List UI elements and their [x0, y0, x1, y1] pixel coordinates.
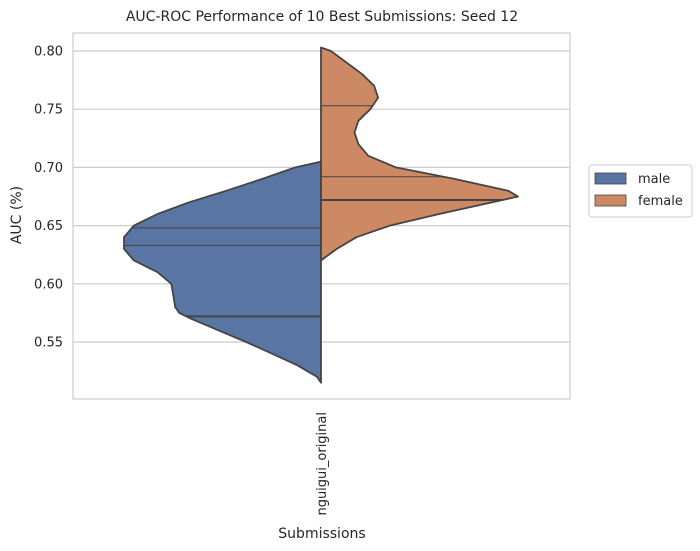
y-tick-label: 0.60: [34, 277, 63, 292]
plot-area: [72, 32, 571, 400]
y-tick-label: 0.55: [34, 336, 63, 351]
y-tick-label: 0.70: [34, 161, 63, 176]
y-tick-label: 0.75: [34, 103, 63, 118]
y-tick-labels: 0.55 0.60 0.65 0.70 0.75 0.80: [34, 45, 63, 351]
y-tick-label: 0.80: [34, 45, 63, 60]
violins: [123, 46, 519, 384]
violin-half-female: [320, 46, 519, 262]
y-tick-label: 0.65: [34, 219, 63, 234]
legend-swatch-female: [594, 194, 627, 207]
legend-label-female: female: [638, 194, 683, 209]
x-tick-label: nguigui_original: [315, 412, 330, 516]
x-tick-labels: nguigui_original: [315, 412, 330, 516]
legend-swatch-male: [594, 172, 627, 185]
x-axis-label: Submissions: [278, 526, 365, 542]
legend: male female: [588, 164, 693, 218]
chart-title: AUC-ROC Performance of 10 Best Submissio…: [126, 9, 518, 25]
y-axis-label: AUC (%): [9, 186, 25, 244]
violin-half-male: [123, 160, 322, 384]
legend-label-male: male: [638, 172, 670, 187]
